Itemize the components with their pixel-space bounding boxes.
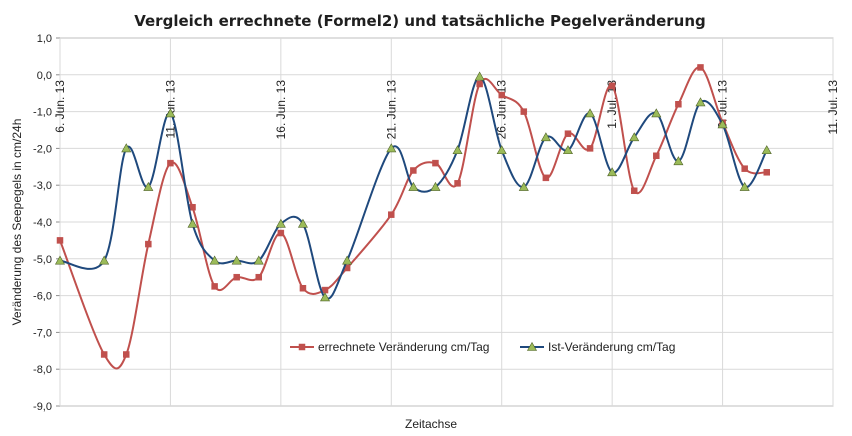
- ist-point-2: [121, 143, 132, 153]
- legend-label: Ist-Veränderung cm/Tag: [548, 340, 675, 354]
- y-tick-label: -4,0: [33, 217, 52, 229]
- y-tick-label: -9,0: [33, 401, 52, 413]
- errechnete-point-13: [388, 211, 395, 218]
- y-tick-label: -7,0: [33, 327, 52, 339]
- ist-point-23: [607, 167, 618, 177]
- errechnete-point-14: [410, 167, 417, 174]
- ist-point-24: [629, 132, 640, 142]
- ist-point-15: [430, 181, 441, 191]
- errechnete-point-21: [564, 130, 572, 137]
- ist-point-legend: [526, 341, 538, 351]
- errechnete-point-16: [454, 180, 461, 187]
- ist-point-8: [253, 255, 264, 265]
- ist-point-29: [739, 181, 750, 191]
- ist-point-21: [562, 145, 573, 155]
- ist-point-4: [165, 108, 176, 118]
- ist-point-26: [673, 156, 684, 166]
- y-tick-label: 0,0: [37, 70, 52, 82]
- ist-point-25: [651, 108, 662, 118]
- errechnete-point-4: [167, 159, 174, 167]
- ist-point-19: [518, 181, 529, 191]
- errechnete-point-27: [697, 64, 704, 71]
- errechnete-point-6: [211, 283, 218, 290]
- errechnete-point-9: [277, 229, 285, 237]
- errechnete-point-legend: [298, 343, 306, 351]
- ist-point-12: [342, 255, 353, 265]
- legend-item-ist: Ist-Veränderung cm/Tag: [520, 340, 675, 354]
- legend-item-errechnete: errechnete Veränderung cm/Tag: [290, 340, 489, 354]
- x-axis-ticks: 6. Jun. 13 11. Jun. 13 16. Jun. 13 21. Jun.…: [53, 80, 840, 140]
- series-group: [54, 64, 772, 370]
- legend: errechnete Veränderung cm/Tag Ist-Verände…: [290, 340, 675, 354]
- errechnete-point-26: [675, 100, 682, 108]
- errechnete-point-17: [476, 80, 483, 88]
- errechnete-point-18: [498, 91, 505, 99]
- errechnete-point-8: [255, 273, 263, 281]
- ist-point-30: [761, 145, 772, 155]
- ist-point-20: [540, 132, 551, 142]
- y-tick-label: -8,0: [33, 364, 52, 376]
- x-tick-label: 26. Jun. 13: [495, 80, 509, 140]
- ist-point-18: [496, 145, 507, 155]
- errechnete-point-7: [233, 273, 240, 281]
- errechnete-point-29: [741, 165, 748, 172]
- x-tick-label: 16. Jun. 13: [274, 80, 288, 140]
- errechnete-point-20: [542, 174, 550, 182]
- y-tick-label: -3,0: [33, 180, 52, 192]
- ist-point-16: [452, 145, 463, 155]
- errechnete-point-15: [432, 159, 439, 167]
- ist-point-22: [585, 108, 596, 118]
- ist-point-3: [143, 181, 154, 191]
- ist-point-10: [297, 218, 308, 228]
- ist-point-28: [717, 119, 728, 129]
- errechnete-point-30: [763, 169, 770, 176]
- errechnete-point-25: [653, 152, 660, 160]
- errechnete-point-1: [100, 351, 108, 358]
- ist-point-14: [408, 181, 419, 191]
- x-tick-label: 21. Jun. 13: [384, 80, 398, 140]
- grid: [56, 37, 834, 407]
- ist-point-5: [187, 218, 198, 228]
- y-tick-label: -2,0: [33, 143, 52, 155]
- errechnete-point-19: [520, 108, 528, 115]
- legend-label: errechnete Veränderung cm/Tag: [318, 340, 489, 354]
- y-axis-ticks: 1,0 0,0 -1,0 -2,0 -3,0 -4,0 -5,0 -6,0 -7,0 -8,0 -9…: [33, 33, 52, 413]
- ist-point-6: [209, 255, 220, 265]
- x-tick-label: 11. Jul. 13: [826, 80, 840, 135]
- ist-point-7: [231, 255, 242, 265]
- errechnete-point-2: [123, 351, 130, 358]
- x-axis-label: Zeitachse: [405, 417, 457, 431]
- errechnete-point-0: [56, 237, 64, 244]
- ist-point-13: [386, 143, 397, 153]
- y-axis-label: Veränderung des Seepegels in cm/24h: [10, 119, 24, 326]
- ist-point-11: [320, 292, 331, 302]
- ist-point-0: [54, 255, 66, 265]
- ist-point-27: [695, 97, 706, 107]
- errechnete-point-23: [608, 82, 616, 90]
- errechnete-point-10: [299, 284, 307, 292]
- series-ist: [54, 71, 772, 302]
- y-tick-label: -5,0: [33, 254, 52, 266]
- errechnete-point-22: [586, 145, 594, 152]
- ist-point-1: [99, 255, 110, 265]
- x-tick-label: 6. Jun. 13: [53, 80, 67, 133]
- y-tick-label: 1,0: [37, 33, 52, 45]
- chart-title: Vergleich errechnete (Formel2) und tatsä…: [134, 12, 706, 30]
- series-errechnete: [56, 64, 770, 370]
- errechnete-point-3: [145, 240, 152, 248]
- errechnete-point-5: [189, 204, 196, 211]
- ist-point-17: [474, 71, 485, 81]
- y-tick-label: -6,0: [33, 291, 52, 303]
- errechnete-point-24: [630, 187, 638, 194]
- ist-point-9: [275, 218, 286, 228]
- y-tick-label: -1,0: [33, 107, 52, 119]
